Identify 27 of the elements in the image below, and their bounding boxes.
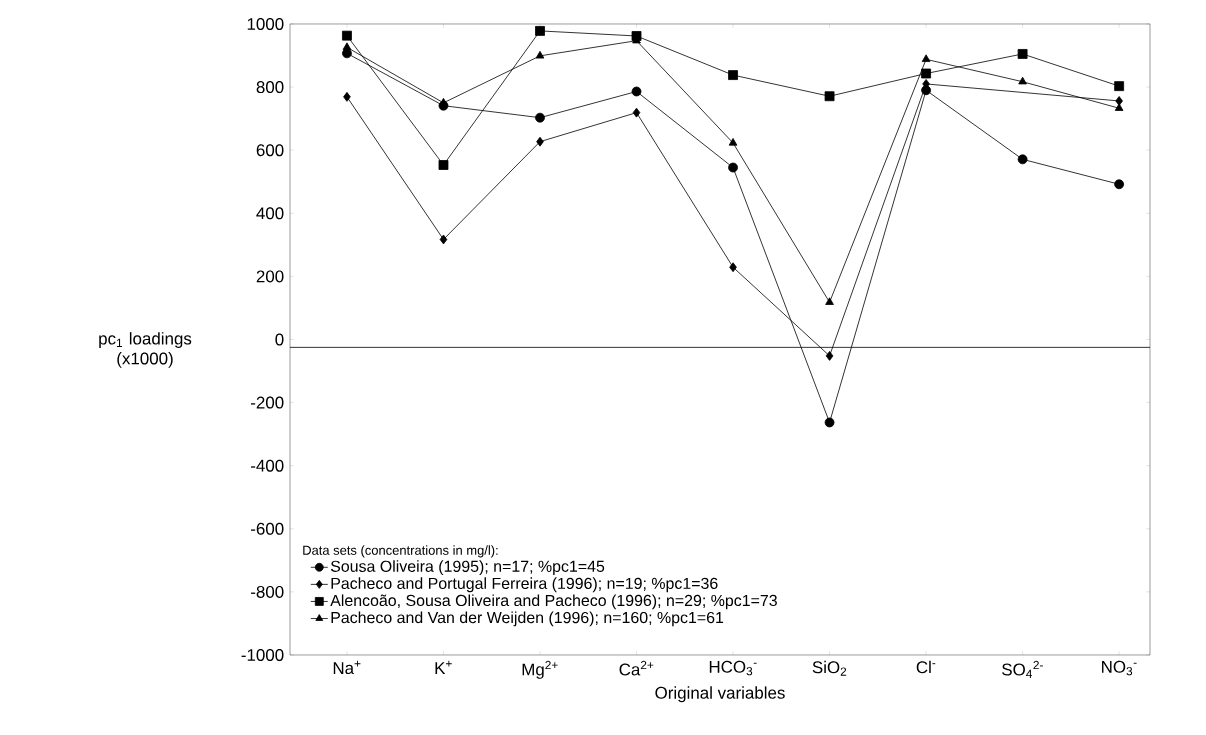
y-tick-label: 1000 (247, 17, 284, 30)
y-tick-label: 200 (256, 270, 284, 283)
legend-label: Pacheco and Portugal Ferreira (1996); n=19; %pc1=36 (331, 577, 718, 593)
y-tick-label: -1000 (241, 648, 284, 661)
x-tick-label: Mg$^{2+}$ (522, 660, 558, 679)
y-tick-label: -200 (251, 396, 284, 409)
x-tick-label: Ca$^{2+}$ (619, 660, 654, 676)
y-tick-label: -800 (251, 585, 284, 598)
y-tick-label: -600 (251, 522, 284, 535)
x-tick-label: Na$^{+}$ (333, 660, 361, 675)
y-tick-label: -400 (251, 459, 284, 472)
y-axis-title: pc$_{1}$ loadings (x1000) (99, 332, 192, 368)
x-tick-label: SiO$_{2}$ (812, 660, 847, 676)
x-tick-label: HCO$_{3}$- (709, 660, 757, 676)
x-tick-label: NO$_{3}$- (1102, 660, 1137, 676)
legend-label: Sousa Oliveira (1995); n=17; %pc1=45 (330, 560, 605, 576)
legend-title: Data sets (concentrations in mg/l): (303, 545, 498, 558)
y-tick-label: 800 (256, 81, 284, 94)
y-tick-label: 0 (275, 333, 284, 346)
legend-label: Alencoão, Sousa Oliveira and Pacheco (1996); n=29; %pc1=73 (330, 594, 777, 610)
x-tick-label: SO$_{4}$2- (1002, 660, 1043, 678)
y-tick-label: 600 (256, 144, 284, 157)
x-axis-title: Original variables (655, 686, 785, 703)
legend-label: Pacheco and Van der Weijden (1996); n=160; %pc1=61 (331, 611, 724, 627)
x-tick-label: K$^{+}$ (435, 660, 452, 674)
x-tick-label: Cl$^{-}$ (916, 660, 936, 674)
y-tick-label: 400 (256, 207, 284, 220)
